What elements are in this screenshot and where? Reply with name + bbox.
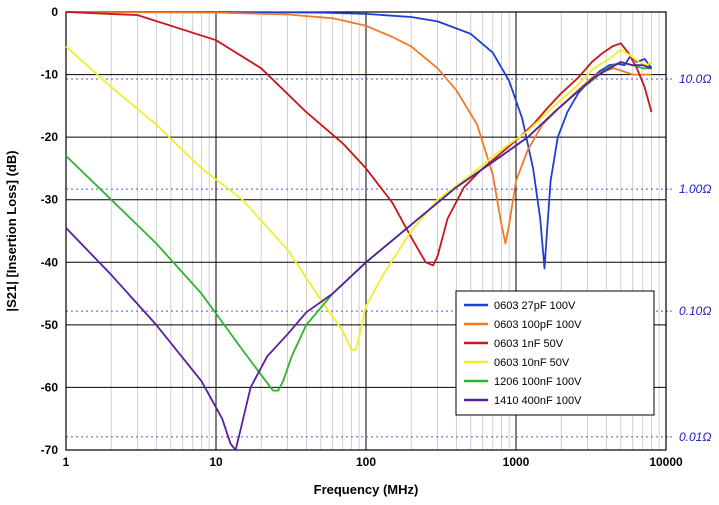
y-axis-title: |S21| [Insertion Loss] (dB) [4,150,19,311]
series-line [65,11,652,245]
series-line [66,11,653,270]
y-tick-label: -50 [41,318,59,332]
x-tick-label: 100 [356,455,376,469]
legend-box [455,290,655,416]
y-tick-label: -70 [41,443,59,457]
x-axis-title: Frequency (MHz) [314,482,419,497]
reference-label: 0.01Ω [679,430,711,444]
y-tick-label: -30 [41,193,59,207]
y-tick-label: -20 [41,130,59,144]
legend-label: 0603 100pF 100V [494,319,582,331]
x-tick-label: 1000 [503,455,530,469]
x-tick-label: 10 [209,455,223,469]
legend: 0603 27pF 100V 0603 100pF 100V 0603 1nF 50… [455,290,655,416]
x-tick-label: 10000 [649,455,683,469]
x-tick-label: 1 [63,455,70,469]
y-tick-label: 0 [51,5,58,19]
reference-label: 10.0Ω [679,72,711,86]
legend-label: 0603 27pF 100V [494,300,576,312]
legend-label: 1410 400nF 100V [494,395,582,407]
reference-label: 1.00Ω [679,182,711,196]
y-tick-label: -60 [41,380,59,394]
y-tick-label: -40 [41,255,59,269]
legend-label: 1206 100nF 100V [494,376,582,388]
reference-label: 0.10Ω [679,304,711,318]
legend-label: 0603 10nF 50V [494,357,570,369]
series-line [65,61,652,451]
series-line [65,45,652,351]
plot-border [65,11,667,451]
legend-label: 0603 1nF 50V [494,338,564,350]
y-tick-label: -10 [41,68,59,82]
